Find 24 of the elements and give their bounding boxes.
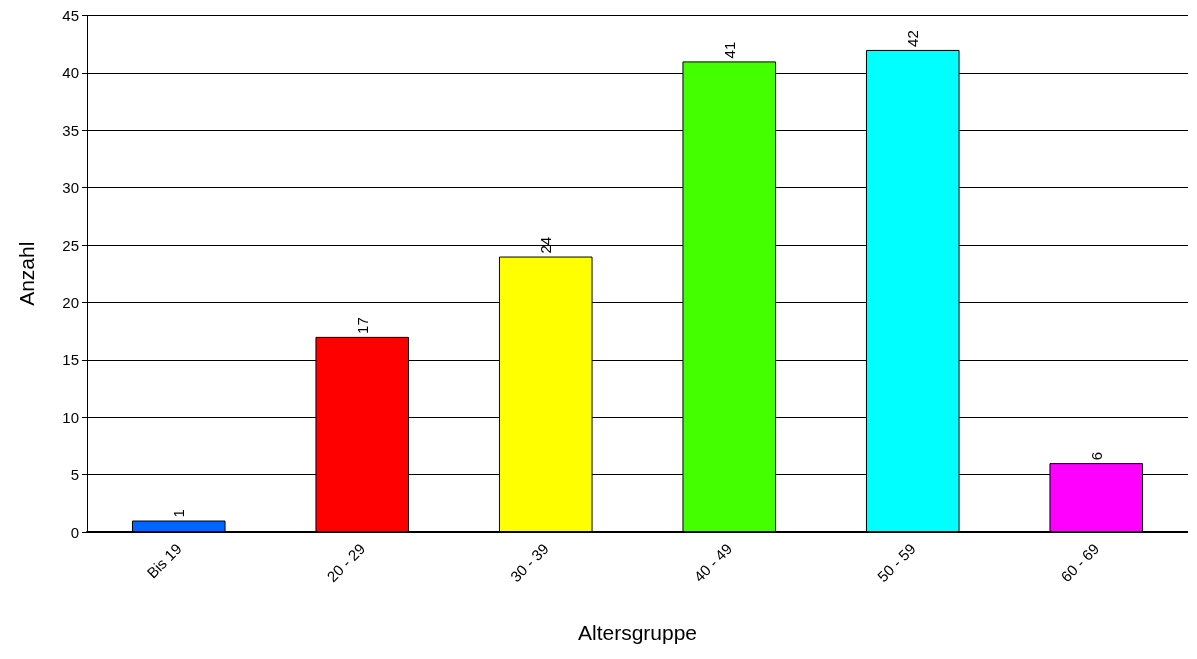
y-tick-label: 10 — [62, 408, 79, 426]
x-tick-label: 20 - 29 — [323, 539, 369, 585]
y-tick-label: 15 — [62, 351, 79, 369]
y-tick-label: 5 — [70, 466, 79, 484]
y-tick-label: 30 — [62, 179, 79, 197]
data-label: 42 — [904, 30, 922, 47]
x-tick-label: Bis 19 — [143, 539, 185, 582]
x-tick-label: 50 - 59 — [873, 539, 919, 585]
y-tick-label: 25 — [62, 236, 79, 254]
data-label: 24 — [537, 236, 555, 254]
x-tick-label: 60 - 69 — [1057, 539, 1103, 585]
data-label: 41 — [720, 41, 738, 59]
data-label: 17 — [353, 317, 371, 334]
y-tick-label: 20 — [62, 293, 79, 311]
y-tick-label: 35 — [62, 121, 79, 139]
x-axis-title: Altersgruppe — [577, 621, 698, 644]
y-tick-label: 40 — [62, 64, 79, 82]
data-label: 6 — [1087, 451, 1105, 461]
y-tick-label: 45 — [62, 7, 79, 24]
data-label: 1 — [170, 509, 188, 518]
x-tick-label: 40 - 49 — [690, 539, 736, 585]
x-tick-label: 30 - 39 — [506, 539, 552, 585]
y-axis-title: Anzahl — [15, 241, 38, 306]
y-tick-label: 0 — [70, 523, 79, 541]
